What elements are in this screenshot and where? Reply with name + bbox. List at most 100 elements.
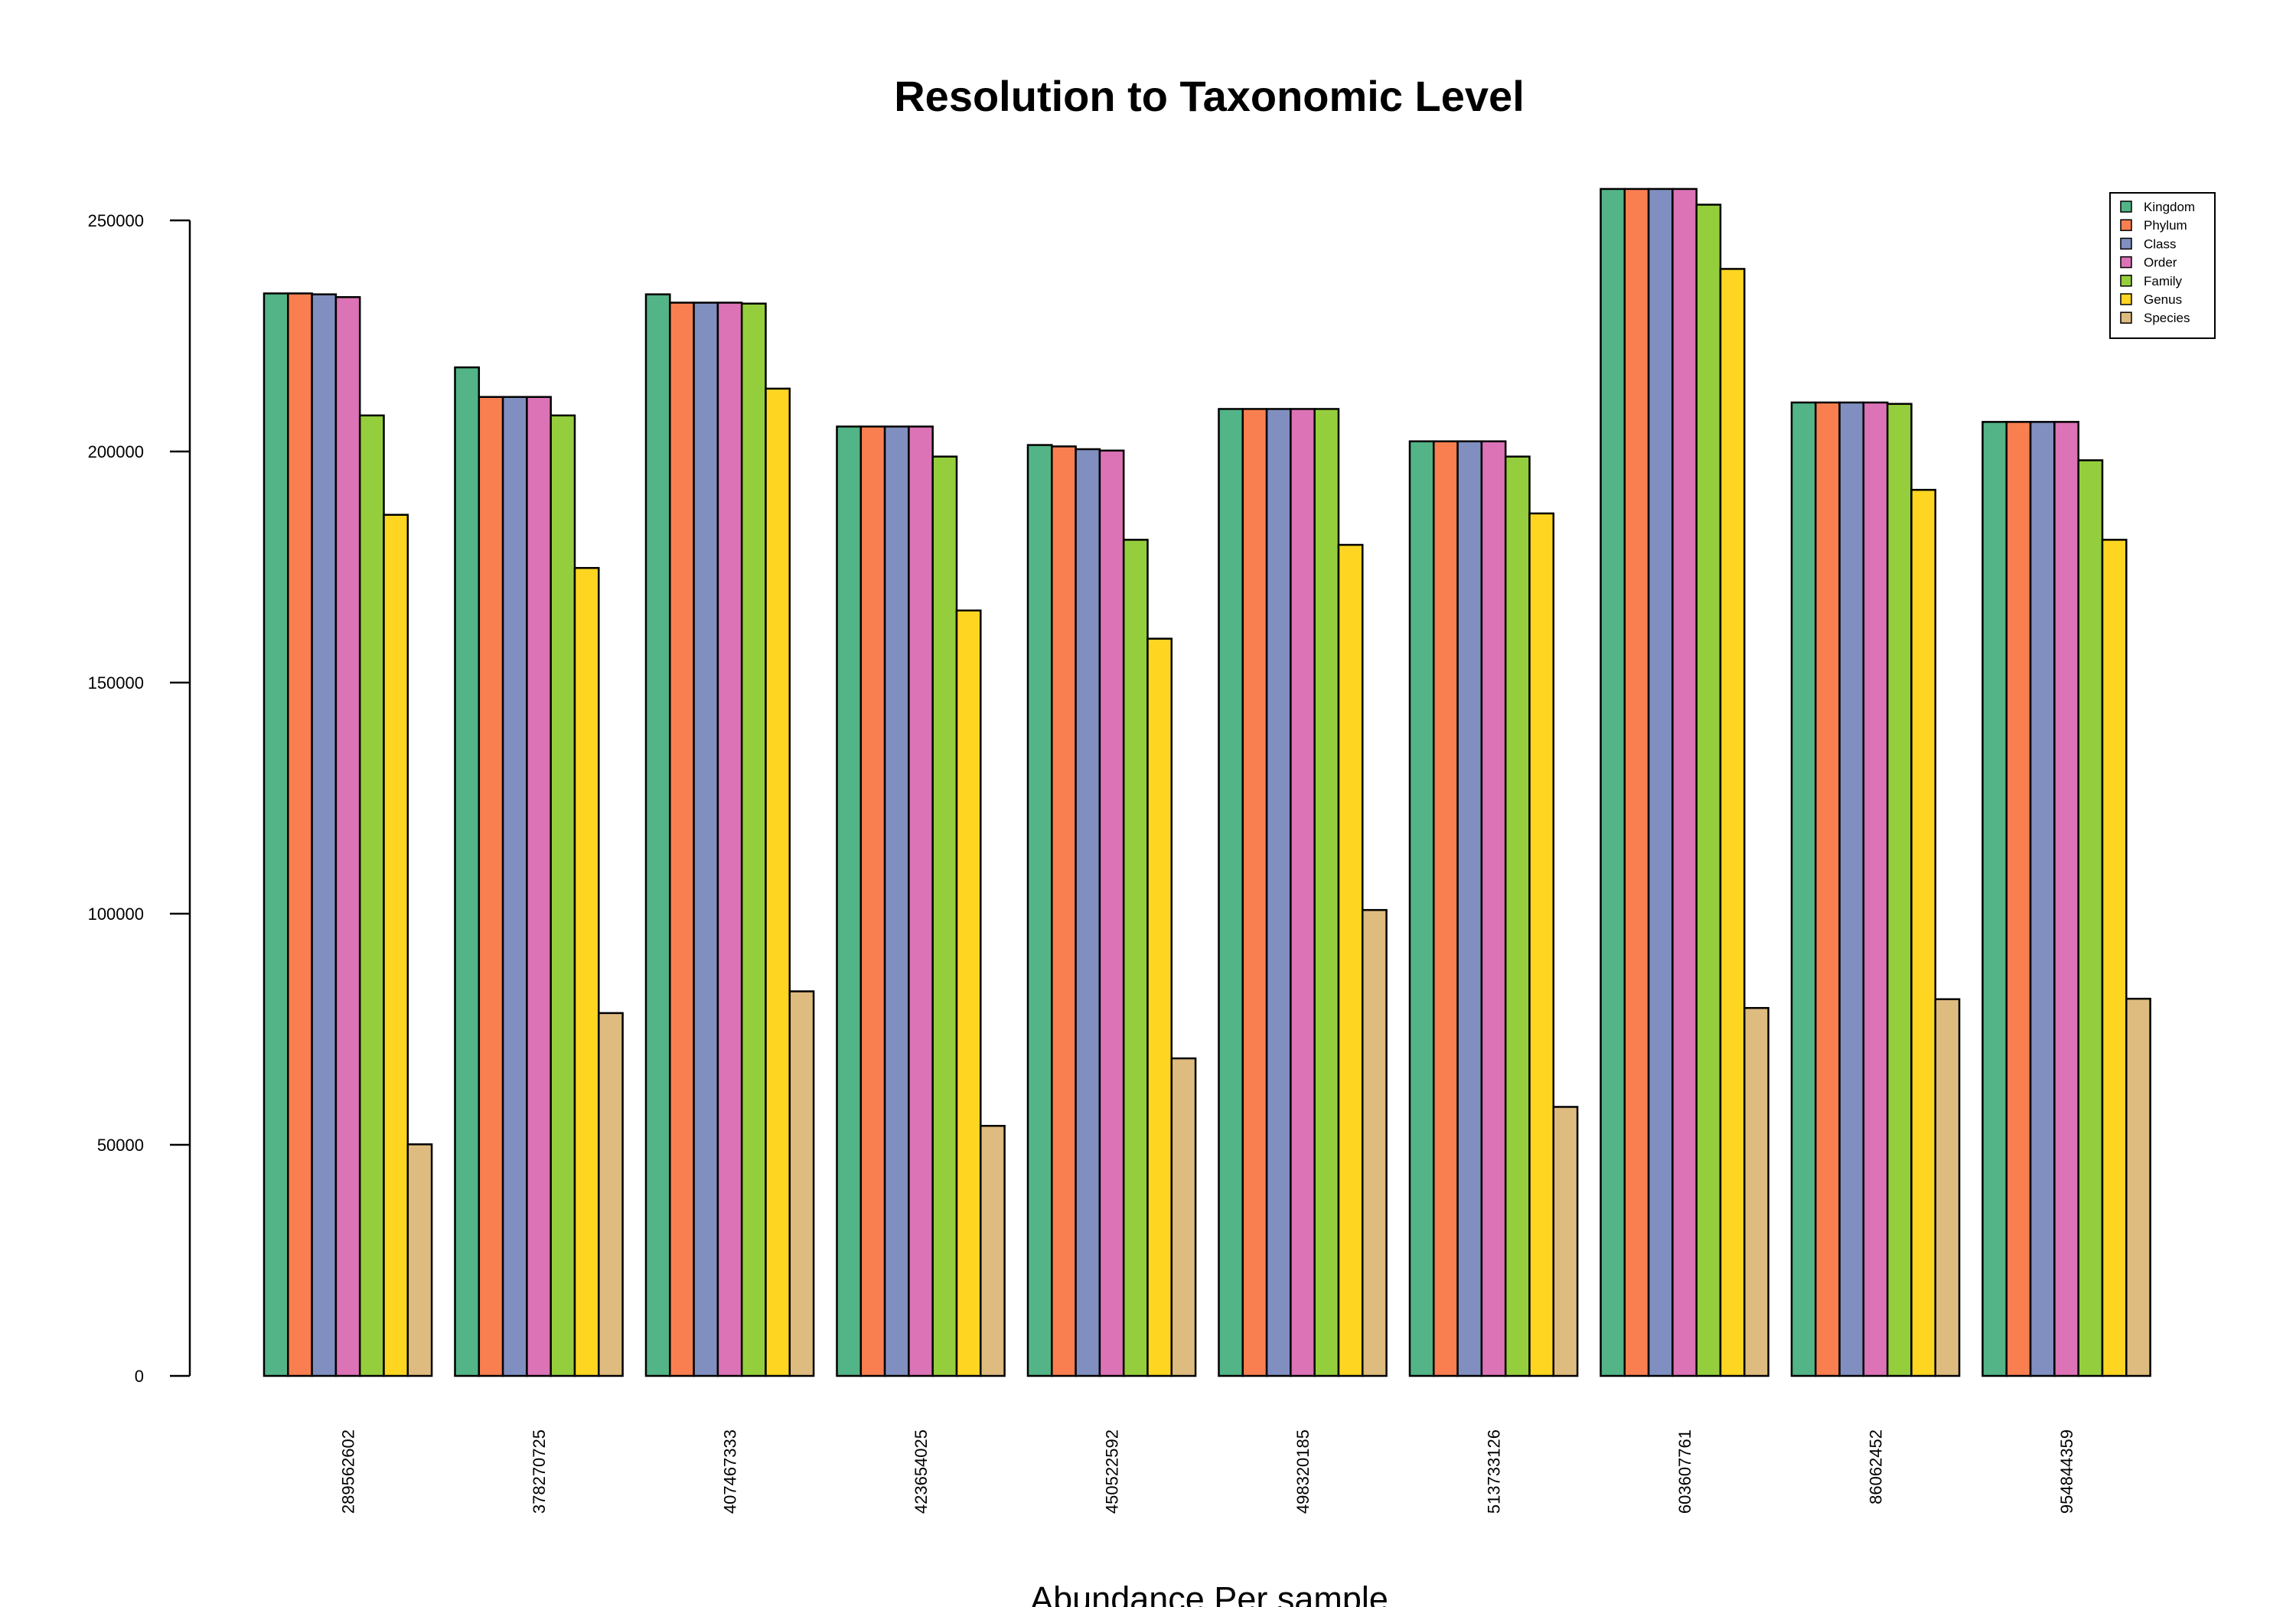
bar-family	[550, 414, 576, 1377]
bar-genus	[1910, 488, 1937, 1377]
chart-title: Resolution to Taxonomic Level	[894, 72, 1525, 120]
bar-class	[1265, 408, 1292, 1377]
legend-swatch	[2120, 200, 2132, 213]
legend: Kingdom Phylum Class Order Family Genus Specie…	[2109, 192, 2216, 339]
bar-genus	[1719, 268, 1746, 1377]
y-tick-label: 250000	[88, 211, 144, 230]
bar-species	[598, 1012, 624, 1377]
bar-species	[1934, 998, 1961, 1377]
bar-kingdom	[454, 366, 481, 1377]
bar-family	[931, 455, 958, 1377]
bar-kingdom	[644, 293, 671, 1377]
bar-kingdom	[1600, 187, 1626, 1377]
bar-species	[1170, 1057, 1197, 1377]
bar-group	[1026, 444, 1197, 1377]
x-tick-label: 407467333	[721, 1429, 740, 1514]
bar-phylum	[478, 396, 504, 1377]
bar-phylum	[287, 292, 313, 1377]
legend-swatch	[2120, 219, 2132, 231]
bar-species	[1362, 908, 1388, 1377]
legend-swatch	[2120, 256, 2132, 269]
bar-family	[1886, 403, 1913, 1377]
bar-class	[1075, 448, 1101, 1377]
bar-class	[693, 302, 719, 1377]
y-tick-label: 200000	[88, 442, 144, 461]
y-tick-label: 50000	[97, 1136, 144, 1155]
y-tick-label: 100000	[88, 905, 144, 924]
bar-kingdom	[1218, 408, 1244, 1377]
bar-phylum	[859, 425, 886, 1377]
y-tick-label: 0	[135, 1367, 144, 1386]
legend-swatch	[2120, 275, 2132, 287]
legend-label: Genus	[2144, 292, 2182, 307]
bar-species	[1552, 1106, 1579, 1377]
bar-order	[334, 296, 361, 1377]
legend-label: Species	[2144, 311, 2190, 325]
bar-order	[908, 425, 934, 1377]
bar-family	[2077, 459, 2104, 1377]
bar-species	[406, 1143, 433, 1377]
bar-genus	[573, 566, 600, 1377]
x-tick-label: 513733126	[1485, 1429, 1504, 1514]
bar-order	[1862, 401, 1889, 1377]
bar-kingdom	[263, 292, 289, 1377]
bar-genus	[1337, 543, 1364, 1377]
bar-genus	[955, 609, 982, 1377]
legend-label: Phylum	[2144, 218, 2187, 233]
bar-family	[1122, 539, 1149, 1377]
bar-phylum	[2005, 421, 2032, 1377]
bar-kingdom	[1026, 444, 1053, 1377]
bar-group	[1218, 408, 1388, 1377]
legend-swatch	[2120, 237, 2132, 250]
x-tick-label: 954844359	[2057, 1429, 2076, 1514]
bar-group	[644, 293, 815, 1377]
bar-kingdom	[1790, 401, 1817, 1377]
bar-species	[1743, 1006, 1769, 1377]
bar-phylum	[1815, 401, 1841, 1377]
bar-group	[1981, 421, 2151, 1377]
bar-phylum	[1623, 187, 1650, 1377]
x-tick-label: 289562602	[339, 1429, 358, 1514]
bar-family	[358, 414, 385, 1377]
bar-order	[526, 396, 552, 1377]
bar-group	[454, 366, 624, 1377]
bar-phylum	[1051, 445, 1077, 1377]
bar-family	[740, 302, 767, 1377]
y-axis: 0 50000 100000 150000 200000 250000	[88, 211, 191, 1386]
bar-order	[716, 302, 743, 1377]
bar-order	[1480, 440, 1507, 1377]
bar-genus	[1146, 637, 1173, 1377]
legend-swatch	[2120, 311, 2132, 324]
bar-phylum	[1433, 440, 1459, 1377]
x-tick-label: 603607761	[1675, 1429, 1694, 1514]
bar-group	[263, 292, 433, 1377]
bar-kingdom	[1408, 440, 1435, 1377]
x-tick-label: 498320185	[1293, 1429, 1313, 1514]
bar-order	[1290, 408, 1316, 1377]
x-axis-tick-labels: 289562602 378270725 407467333 423654025 4505…	[339, 1429, 2077, 1514]
x-tick-label: 86062452	[1867, 1429, 1886, 1504]
bar-order	[1098, 449, 1125, 1377]
bar-kingdom	[836, 425, 863, 1377]
bar-class	[883, 425, 910, 1377]
bar-group	[836, 425, 1006, 1377]
x-axis-label: Abundance Per sample	[1030, 1579, 1388, 1607]
bar-class	[1647, 187, 1674, 1377]
bar-species	[788, 990, 815, 1377]
legend-label: Class	[2144, 236, 2177, 251]
bar-phylum	[1241, 408, 1268, 1377]
x-tick-label: 450522592	[1103, 1429, 1122, 1514]
bar-kingdom	[1981, 421, 2008, 1377]
bar-family	[1504, 455, 1531, 1377]
x-tick-label: 378270725	[530, 1429, 549, 1514]
bar-genus	[1528, 512, 1555, 1377]
legend-label: Order	[2144, 256, 2177, 270]
bar-family	[1695, 204, 1722, 1377]
bar-groups	[263, 187, 2151, 1377]
bar-group	[1790, 401, 1961, 1377]
bar-phylum	[669, 302, 695, 1377]
bar-genus	[2101, 539, 2128, 1377]
legend-swatch	[2120, 293, 2132, 305]
bar-family	[1313, 408, 1340, 1377]
